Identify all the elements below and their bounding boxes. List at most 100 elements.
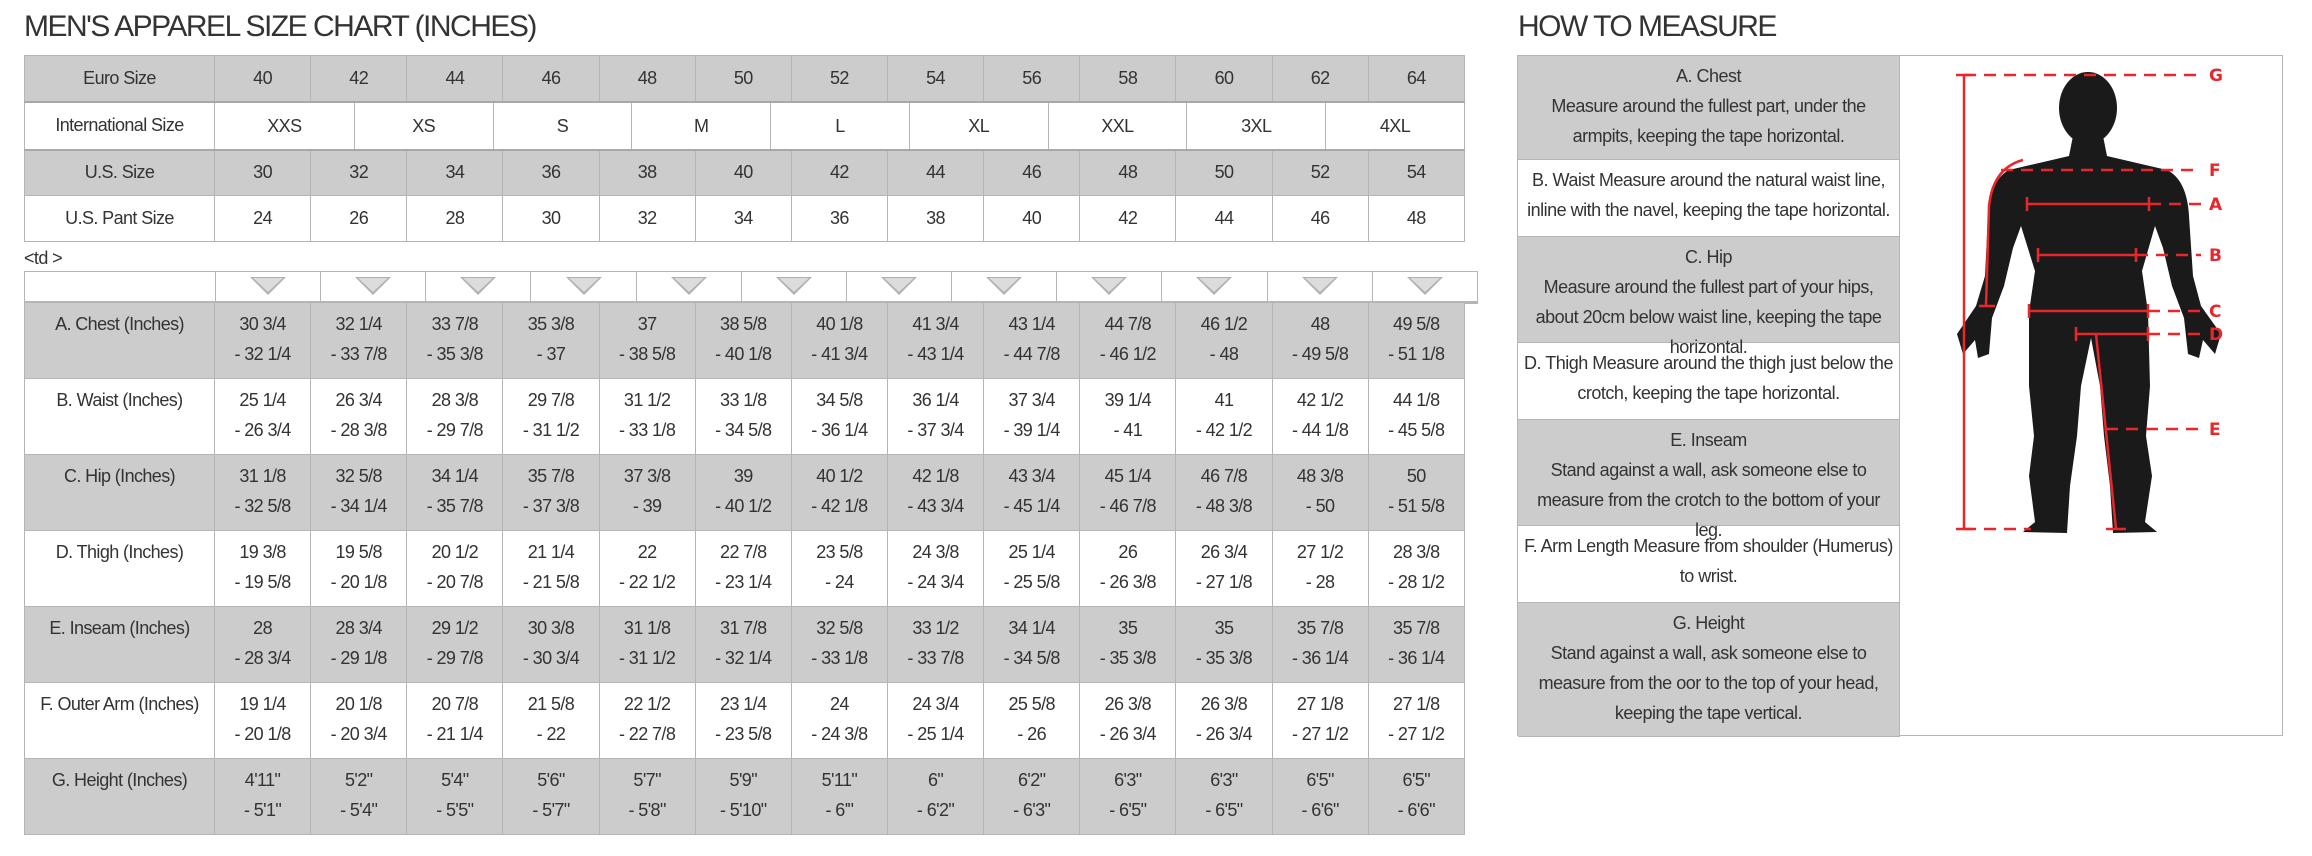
measurement-range-cell: 48 3/8 - 50 [1271, 454, 1369, 531]
measurement-range-cell: 6'5" - 6'6" [1367, 758, 1465, 835]
marker-label-g: G [2209, 66, 2223, 86]
range-to: - 33 7/8 [330, 344, 388, 364]
size-cell: 46 [502, 55, 600, 103]
marker-label-a: A [2209, 195, 2223, 215]
range-from: 21 5/8 [527, 694, 575, 714]
range-from: 32 5/8 [816, 618, 863, 638]
measurement-range-cell: 24 3/4 - 25 1/4 [886, 682, 985, 759]
range-to: - 6'6" [1301, 800, 1339, 820]
range-from: 29 1/2 [431, 618, 479, 638]
range-from: 6'2" [1017, 770, 1046, 790]
instruction-heading: A. Chest [1675, 66, 1742, 86]
international-size-cell: 3XL [1186, 102, 1325, 149]
international-size-cell: 4XL [1325, 102, 1464, 149]
range-from: 32 5/8 [335, 466, 382, 486]
range-to: - 31 1/2 [522, 420, 580, 440]
triangle-down-icon [250, 277, 287, 295]
triangle-down-icon [460, 277, 497, 295]
arrow-cell [845, 271, 953, 304]
size-cell: 30 [502, 195, 600, 242]
range-from: 22 7/8 [720, 542, 767, 562]
measurement-range-cell: 37 3/8 - 39 [598, 454, 696, 531]
range-from: 4'11" [244, 770, 281, 790]
range-to: - 34 1/4 [330, 496, 388, 516]
measurement-range-cell: 6'5" - 6'6" [1271, 758, 1369, 835]
range-from: 6'3" [1210, 770, 1238, 790]
measurement-table: A. Chest (Inches) 30 3/4 - 32 1/4 32 1/4 - 3… [24, 302, 1465, 835]
measurement-range-cell: 28 3/8 - 28 1/2 [1367, 530, 1465, 607]
range-from: 40 1/2 [816, 466, 863, 486]
measurement-range-cell: 23 1/4 - 23 5/8 [694, 682, 792, 759]
measurement-range-cell: 32 5/8 - 34 1/4 [310, 454, 408, 531]
how-to-measure-title: HOW TO MEASURE [1518, 10, 1777, 43]
marker-label-d: D [2209, 325, 2223, 345]
range-to: - 44 7/8 [1003, 344, 1061, 364]
range-to: - 5'10" [719, 800, 767, 820]
triangle-down-icon [986, 277, 1023, 295]
range-from: 28 3/4 [335, 618, 382, 638]
size-cell: 48 [1079, 149, 1177, 196]
range-to: - 50 [1305, 496, 1335, 516]
measurement-range-cell: 46 1/2 - 48 [1175, 302, 1273, 379]
range-to: - 30 3/4 [522, 648, 580, 668]
size-cell: 40 [983, 195, 1081, 242]
range-to: - 5'1" [243, 800, 282, 820]
range-from: 6'3" [1114, 770, 1142, 790]
range-from: 6" [927, 770, 944, 790]
range-to: - 24 [825, 572, 854, 592]
measurement-range-cell: 5'4" - 5'5" [406, 758, 504, 835]
measurement-range-cell: 20 7/8 - 21 1/4 [406, 682, 504, 759]
size-cell: 36 [502, 149, 600, 196]
range-from: 28 3/8 [1393, 542, 1440, 562]
range-from: 5'7" [633, 770, 661, 790]
range-from: 46 1/2 [1200, 314, 1248, 334]
range-to: - 35 3/8 [426, 344, 484, 364]
international-size-cell: M [631, 102, 770, 149]
range-to: - 26 3/4 [234, 420, 291, 440]
range-from: 29 7/8 [527, 390, 575, 410]
range-to: - 41 [1113, 420, 1143, 440]
measurement-range-cell: 26 3/4 - 28 3/8 [310, 378, 408, 455]
instruction-text: F. Arm Length Measure from shoulder (Hum… [1524, 536, 1893, 586]
instruction-heading: G. Height [1672, 613, 1745, 633]
range-to: - 37 [536, 344, 566, 364]
arrow-cell [530, 271, 637, 304]
marker-label-f: F [2209, 161, 2221, 181]
range-from: 36 1/4 [912, 390, 959, 410]
range-from: 34 5/8 [816, 390, 863, 410]
measurement-range-cell: 6'3" - 6'5" [1175, 758, 1273, 835]
size-cell: 44 [406, 55, 504, 103]
range-from: 30 3/4 [239, 314, 286, 334]
range-from: 45 1/4 [1104, 466, 1152, 486]
range-from: 19 5/8 [335, 542, 382, 562]
instruction-text: B. Waist Measure around the natural wais… [1527, 170, 1890, 220]
measurement-range-cell: 31 7/8 - 32 1/4 [694, 606, 792, 683]
range-from: 6'5" [1306, 770, 1334, 790]
inseam-line [2094, 333, 2118, 530]
measurement-range-cell: 28 3/4 - 29 1/8 [310, 606, 408, 683]
measurement-range-cell: 43 1/4 - 44 7/8 [983, 302, 1081, 379]
arrow-cell [320, 271, 427, 304]
arrow-cell [740, 271, 847, 304]
range-to: - 28 [1305, 572, 1335, 592]
arrow-row [24, 271, 1478, 304]
range-from: 42 1/8 [912, 466, 959, 486]
measurement-range-cell: 5'6" - 5'7" [502, 758, 600, 835]
measurement-range-cell: 33 7/8 - 35 3/8 [406, 302, 504, 379]
range-to: - 20 7/8 [426, 572, 484, 592]
range-from: 35 [1214, 618, 1234, 638]
measurement-range-cell: 24 - 24 3/8 [790, 682, 888, 759]
size-cell: 50 [1175, 149, 1273, 196]
range-to: - 5'5" [436, 800, 474, 820]
range-from: 25 1/4 [1008, 542, 1055, 562]
measurement-range-cell: 44 7/8 - 46 1/2 [1079, 302, 1177, 379]
measurement-row: A. Chest (Inches) 30 3/4 - 32 1/4 32 1/4 - 3… [24, 302, 1465, 379]
range-from: 32 1/4 [335, 314, 382, 334]
us-size-row: U.S. Size 30 32 34 36 38 40 42 44 46 48 50 52 54 [24, 149, 1465, 196]
instructions-list: A. Chest Measure around the fullest part,… [1518, 56, 1900, 737]
measurement-range-cell: 43 3/4 - 45 1/4 [983, 454, 1081, 531]
range-from: 24 3/4 [912, 694, 959, 714]
size-cell: 54 [886, 55, 985, 103]
row-label: International Size [24, 101, 215, 151]
instruction-item: A. Chest Measure around the fullest part,… [1518, 56, 1900, 160]
